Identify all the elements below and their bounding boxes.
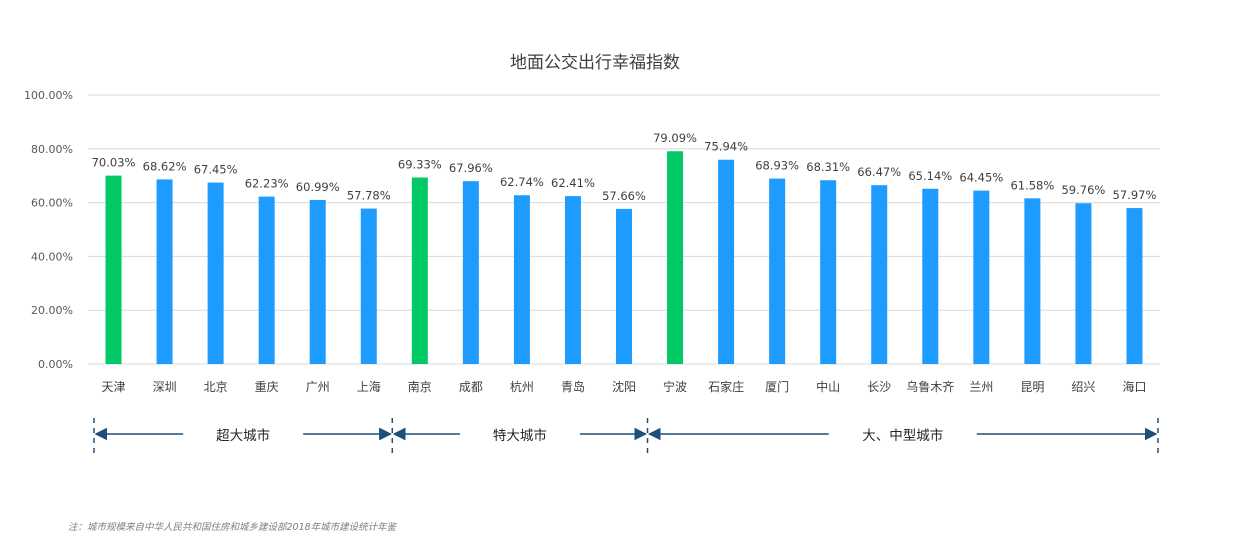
data-labels: 70.03% 68.62% 67.45% 62.23% 60.99% 57.78% 69.3… <box>92 131 1157 203</box>
data-label: 66.47% <box>857 165 901 179</box>
y-tick-label: 20.00% <box>31 304 73 317</box>
x-tick-label: 成都 <box>459 380 483 394</box>
data-label: 68.62% <box>143 159 187 173</box>
bar-14 <box>769 178 786 364</box>
y-axis-ticks: 0.00% 20.00% 40.00% 60.00% 80.00% 100.00% <box>24 89 73 371</box>
x-tick-label: 北京 <box>204 380 228 394</box>
data-label: 75.94% <box>704 140 748 154</box>
bar-3 <box>207 182 224 364</box>
x-tick-label: 海口 <box>1122 379 1146 394</box>
x-tick-label: 长沙 <box>867 380 891 394</box>
data-label: 68.31% <box>806 160 850 174</box>
bar-9 <box>513 195 530 364</box>
bar-17 <box>922 188 939 364</box>
data-label: 59.76% <box>1061 183 1105 197</box>
bar-4 <box>258 196 275 364</box>
data-label: 60.99% <box>296 180 340 194</box>
x-tick-label: 石家庄 <box>708 379 744 394</box>
x-tick-label: 兰州 <box>969 380 993 394</box>
data-label: 65.14% <box>908 169 952 183</box>
bar-18 <box>973 190 990 364</box>
group-label: 大、中型城市 <box>862 427 943 444</box>
bar-7 <box>411 177 428 364</box>
data-label: 62.74% <box>500 175 544 189</box>
bar-2 <box>156 179 173 364</box>
data-label: 70.03% <box>92 156 136 170</box>
x-tick-label: 青岛 <box>561 379 585 394</box>
x-tick-label: 宁波 <box>663 379 687 394</box>
x-tick-label: 广州 <box>306 380 330 394</box>
city-size-groups: 超大城市 特大城市 大、中型城市 <box>93 418 1159 454</box>
bar-20 <box>1075 203 1092 364</box>
group-label: 特大城市 <box>493 427 547 444</box>
bar-16 <box>871 185 888 364</box>
chart-title: 地面公交出行幸福指数 <box>510 53 680 73</box>
bar-1 <box>105 175 122 364</box>
x-tick-label: 天津 <box>102 380 126 394</box>
data-label: 69.33% <box>398 158 442 172</box>
x-tick-label: 重庆 <box>255 380 279 394</box>
x-tick-label: 厦门 <box>765 379 789 394</box>
y-tick-label: 60.00% <box>31 197 73 210</box>
x-tick-label: 上海 <box>357 379 381 394</box>
bar-5 <box>309 199 326 364</box>
bar-10 <box>564 196 581 364</box>
x-tick-label: 深圳 <box>153 380 177 394</box>
bar-21 <box>1126 208 1143 364</box>
x-tick-label: 乌鲁木齐 <box>906 379 954 394</box>
data-label: 61.58% <box>1010 178 1054 192</box>
bar-11 <box>616 208 632 364</box>
data-label: 57.78% <box>347 189 391 203</box>
x-tick-label: 南京 <box>408 379 432 394</box>
y-tick-label: 40.00% <box>31 250 73 263</box>
bar-12 <box>667 151 684 364</box>
bar-13 <box>718 159 735 364</box>
y-tick-label: 0.00% <box>38 358 73 371</box>
bars <box>105 151 1143 364</box>
data-label: 67.45% <box>194 163 238 177</box>
data-label: 57.66% <box>602 189 646 203</box>
bar-15 <box>820 180 837 364</box>
x-tick-label: 昆明 <box>1020 380 1044 394</box>
y-tick-label: 100.00% <box>24 89 73 102</box>
x-tick-label: 绍兴 <box>1071 380 1095 394</box>
source-note: 注：城市规模来自中华人民共和国住房和城乡建设部2018年城市建设统计年鉴 <box>68 522 397 533</box>
x-tick-label: 中山 <box>816 379 840 394</box>
data-label: 67.96% <box>449 161 493 175</box>
x-axis-ticks: 天津 深圳 北京 重庆 广州 上海 南京 成都 杭州 青岛 沈阳 宁波 石家庄 厦门 中山 长沙 乌鲁木齐 兰州 昆… <box>102 379 1147 394</box>
x-tick-label: 杭州 <box>510 379 534 394</box>
bar-19 <box>1024 198 1041 364</box>
group-label: 超大城市 <box>216 427 270 444</box>
data-label: 64.45% <box>959 171 1003 185</box>
data-label: 62.41% <box>551 176 595 190</box>
data-label: 57.97% <box>1113 188 1157 202</box>
data-label: 68.93% <box>755 159 799 173</box>
data-label: 79.09% <box>653 131 697 145</box>
x-tick-label: 沈阳 <box>612 379 636 394</box>
y-tick-label: 80.00% <box>31 143 73 156</box>
bar-8 <box>462 181 479 364</box>
data-label: 62.23% <box>245 177 289 191</box>
bar-6 <box>360 208 377 364</box>
